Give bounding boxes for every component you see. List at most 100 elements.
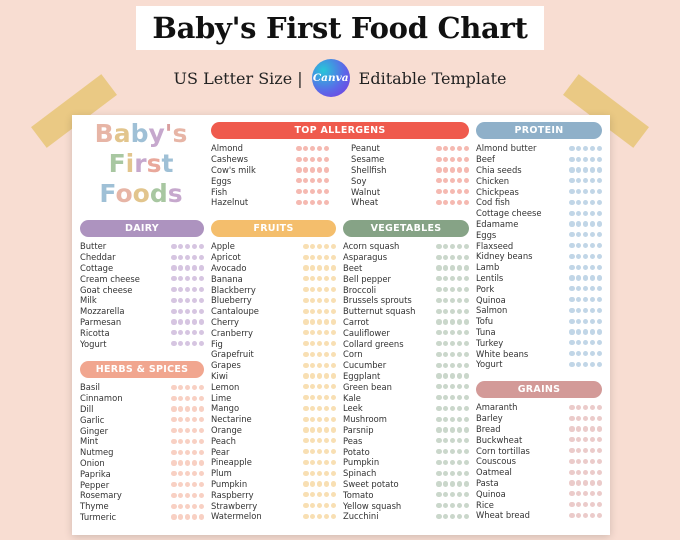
tracker-dot[interactable]: [303, 286, 309, 293]
tracker-dot[interactable]: [198, 406, 204, 412]
tracker-dot[interactable]: [185, 384, 191, 390]
tracker-dot[interactable]: [596, 458, 602, 464]
tracker-dot[interactable]: [576, 480, 582, 486]
tracker-dot[interactable]: [589, 221, 596, 227]
tracker-dot[interactable]: [576, 512, 582, 518]
tracker-dot[interactable]: [450, 297, 456, 303]
tracker-dot[interactable]: [178, 481, 184, 488]
tracker-dot[interactable]: [576, 404, 582, 410]
tracker-dot[interactable]: [198, 417, 204, 423]
tracker-dot[interactable]: [569, 318, 575, 324]
tracker-dot[interactable]: [450, 513, 456, 519]
tracker-dot[interactable]: [310, 502, 316, 509]
tracker-dot[interactable]: [569, 512, 575, 518]
tracker-dot[interactable]: [303, 167, 309, 173]
tracker-dot[interactable]: [450, 362, 456, 368]
tracker-dot[interactable]: [323, 145, 329, 151]
tracker-dot[interactable]: [178, 417, 184, 423]
tracker-dot[interactable]: [576, 156, 582, 162]
tracker-dot[interactable]: [185, 481, 191, 488]
tracker-dot[interactable]: [450, 384, 456, 390]
tracker-dot[interactable]: [317, 308, 323, 314]
tracker-dot[interactable]: [450, 199, 456, 205]
tracker-dot[interactable]: [589, 318, 596, 324]
tracker-dot[interactable]: [317, 481, 323, 487]
tracker-dot[interactable]: [178, 286, 184, 293]
tracker-dot[interactable]: [436, 178, 442, 184]
tracker-dot[interactable]: [450, 492, 456, 498]
tracker-dot[interactable]: [178, 330, 184, 336]
tracker-dot[interactable]: [317, 459, 323, 465]
tracker-dot[interactable]: [185, 427, 191, 434]
tracker-dot[interactable]: [583, 447, 589, 454]
tracker-dot[interactable]: [303, 448, 309, 455]
tracker-dot[interactable]: [171, 514, 177, 520]
tracker-dot[interactable]: [589, 350, 596, 357]
tracker-dot[interactable]: [583, 437, 589, 443]
tracker-dot[interactable]: [450, 470, 456, 476]
tracker-dot[interactable]: [198, 319, 204, 325]
tracker-dot[interactable]: [583, 286, 589, 292]
tracker-dot[interactable]: [583, 188, 589, 195]
tracker-dot[interactable]: [589, 286, 596, 292]
tracker-dot[interactable]: [198, 265, 204, 271]
tracker-dot[interactable]: [569, 307, 575, 313]
tracker-dot[interactable]: [583, 167, 589, 173]
tracker-dot[interactable]: [317, 362, 323, 368]
tracker-dot[interactable]: [330, 416, 336, 422]
tracker-dot[interactable]: [443, 178, 449, 184]
tracker-dot[interactable]: [583, 426, 589, 432]
tracker-dot[interactable]: [456, 340, 463, 347]
tracker-dot[interactable]: [303, 243, 309, 249]
tracker-dot[interactable]: [569, 199, 575, 205]
tracker-dot[interactable]: [317, 254, 323, 260]
tracker-dot[interactable]: [178, 265, 184, 271]
tracker-dot[interactable]: [436, 427, 442, 433]
tracker-dot[interactable]: [310, 513, 316, 519]
tracker-dot[interactable]: [317, 265, 323, 271]
tracker-dot[interactable]: [443, 286, 449, 293]
tracker-dot[interactable]: [178, 514, 184, 520]
tracker-dot[interactable]: [436, 340, 442, 347]
tracker-dot[interactable]: [589, 437, 596, 443]
tracker-dot[interactable]: [443, 351, 449, 357]
tracker-dot[interactable]: [569, 415, 575, 421]
tracker-dot[interactable]: [569, 437, 575, 443]
tracker-dot[interactable]: [178, 297, 184, 303]
tracker-dot[interactable]: [569, 458, 575, 464]
tracker-dot[interactable]: [450, 145, 456, 151]
tracker-dot[interactable]: [589, 426, 596, 432]
tracker-dot[interactable]: [456, 308, 463, 314]
tracker-dot[interactable]: [456, 384, 463, 390]
tracker-dot[interactable]: [330, 427, 336, 433]
tracker-dot[interactable]: [443, 362, 449, 368]
tracker-dot[interactable]: [436, 470, 442, 476]
tracker-dot[interactable]: [323, 373, 330, 379]
tracker-dot[interactable]: [436, 384, 442, 390]
tracker-dot[interactable]: [330, 351, 336, 357]
tracker-dot[interactable]: [450, 188, 456, 195]
tracker-dot[interactable]: [330, 362, 336, 368]
tracker-dot[interactable]: [323, 351, 330, 357]
tracker-dot[interactable]: [185, 417, 191, 423]
tracker-dot[interactable]: [296, 167, 302, 173]
tracker-dot[interactable]: [178, 319, 184, 325]
tracker-dot[interactable]: [191, 308, 198, 314]
tracker-dot[interactable]: [436, 319, 442, 325]
tracker-dot[interactable]: [463, 145, 469, 151]
tracker-dot[interactable]: [596, 178, 602, 184]
tracker-dot[interactable]: [456, 513, 463, 519]
tracker-dot[interactable]: [583, 307, 589, 313]
tracker-dot[interactable]: [171, 243, 177, 249]
tracker-dot[interactable]: [443, 459, 449, 465]
tracker-dot[interactable]: [456, 319, 463, 325]
tracker-dot[interactable]: [436, 362, 442, 368]
tracker-dot[interactable]: [317, 297, 323, 303]
tracker-dot[interactable]: [450, 167, 456, 173]
tracker-dot[interactable]: [436, 276, 442, 282]
tracker-dot[interactable]: [443, 405, 449, 411]
tracker-dot[interactable]: [191, 417, 198, 423]
tracker-dot[interactable]: [569, 264, 575, 270]
tracker-dot[interactable]: [171, 417, 177, 423]
tracker-dot[interactable]: [463, 156, 469, 162]
